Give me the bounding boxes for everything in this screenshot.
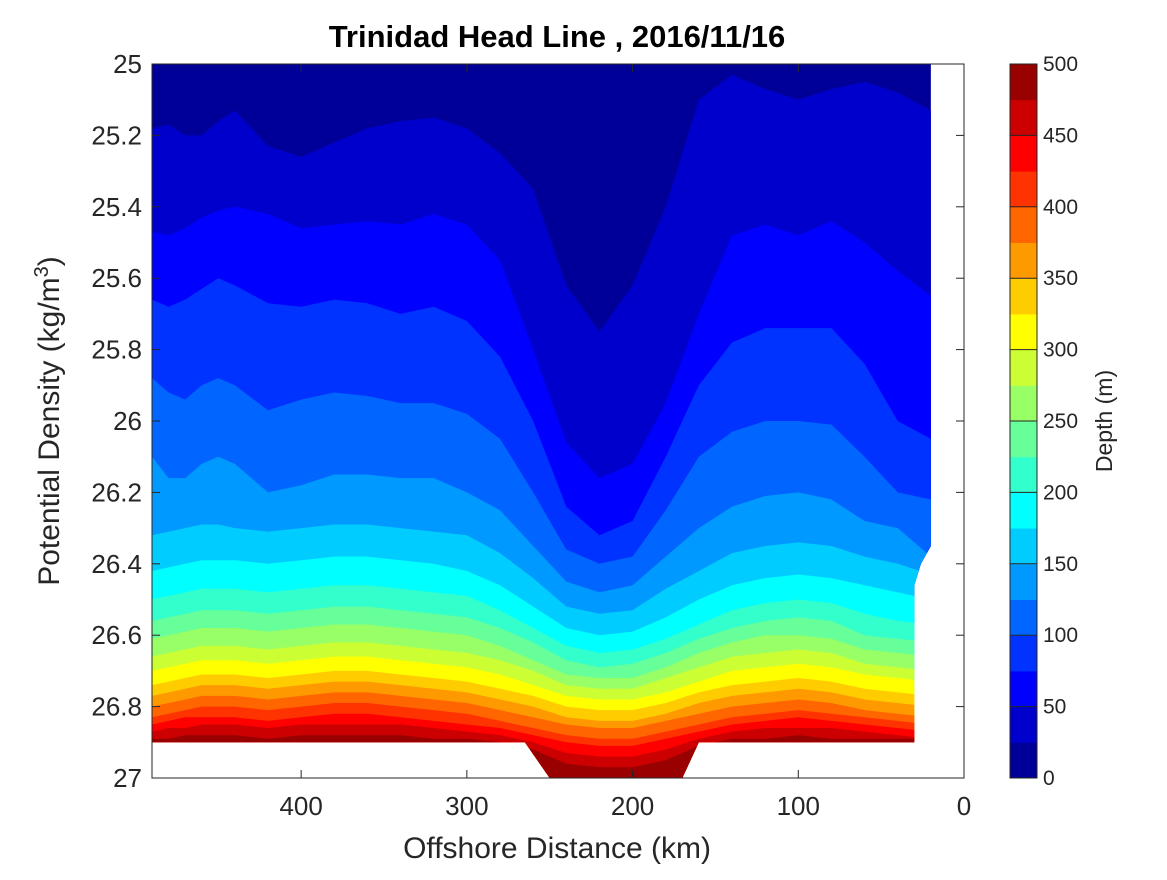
y-tick-label: 25 [113, 49, 142, 79]
colorbar-segment [1010, 670, 1037, 708]
colorbar-tick-label: 250 [1043, 410, 1078, 433]
colorbar-segment [1010, 99, 1037, 136]
colorbar-segment [1010, 528, 1037, 565]
colorbar-segment [1010, 385, 1037, 422]
colorbar-tick-label: 150 [1043, 553, 1078, 576]
colorbar-segment [1010, 599, 1037, 636]
colorbar-segment [1010, 742, 1037, 779]
colorbar-segment [1010, 313, 1037, 351]
y-axis: 25 25.2 25.4 25.6 25.8 26 26.2 26.4 26.6 26.8 27 [91, 49, 964, 793]
colorbar-tick-label: 500 [1043, 53, 1078, 76]
y-tick-label: 25.2 [91, 120, 142, 150]
colorbar-segment [1010, 492, 1037, 529]
x-axis: 400 300 200 100 0 [279, 64, 971, 821]
colorbar-tick-label: 450 [1043, 124, 1078, 147]
colorbar-segment [1010, 635, 1037, 672]
x-axis-label: Offshore Distance (km) [403, 832, 711, 865]
y-tick-label: 25.6 [91, 263, 142, 293]
colorbar-segment [1010, 456, 1037, 493]
y-tick-label: 26.6 [91, 620, 142, 650]
colorbar-tick-label: 350 [1043, 267, 1078, 290]
colorbar-segment [1010, 135, 1037, 172]
colorbar-segment [1010, 706, 1037, 743]
colorbar-tick-label: 300 [1043, 339, 1078, 362]
colorbar-segment [1010, 563, 1037, 600]
colorbar-tick-label: 0 [1043, 767, 1055, 790]
x-tick-label: 0 [957, 791, 971, 821]
y-axis-label-close: ) [33, 256, 66, 266]
chart-title: Trinidad Head Line , 2016/11/16 [329, 19, 786, 54]
y-tick-label: 26.8 [91, 692, 142, 722]
colorbar-segment [1010, 64, 1037, 101]
x-tick-label: 200 [611, 791, 654, 821]
colorbar-segment [1010, 278, 1037, 315]
y-tick-label: 26 [113, 406, 142, 436]
x-tick-label: 100 [777, 791, 820, 821]
colorbar-segment [1010, 242, 1037, 279]
colorbar-tick-label: 100 [1043, 624, 1078, 647]
colorbar: 0 50 100 150 200 250 300 350 400 450 500 [1009, 53, 1078, 790]
colorbar-tick-label: 400 [1043, 196, 1078, 219]
x-tick-label: 300 [445, 791, 488, 821]
colorbar-segment [1010, 171, 1037, 208]
colorbar-label: Depth (m) [1091, 370, 1117, 472]
y-tick-label: 26.2 [91, 477, 142, 507]
y-tick-label: 26.4 [91, 549, 142, 579]
y-axis-label-superscript: 3 [31, 266, 53, 277]
colorbar-tick-label: 50 [1043, 696, 1066, 719]
contour-fill-layer [152, 64, 931, 778]
x-tick-label: 400 [279, 791, 322, 821]
colorbar-segment [1010, 421, 1037, 458]
colorbar-segment [1010, 206, 1037, 243]
y-tick-label: 25.4 [91, 192, 142, 222]
y-tick-label: 27 [113, 763, 142, 793]
y-axis-label: Potential Density (kg/m3) [31, 256, 66, 586]
y-tick-label: 25.8 [91, 335, 142, 365]
colorbar-tick-label: 200 [1043, 481, 1078, 504]
colorbar-segment [1010, 349, 1037, 386]
